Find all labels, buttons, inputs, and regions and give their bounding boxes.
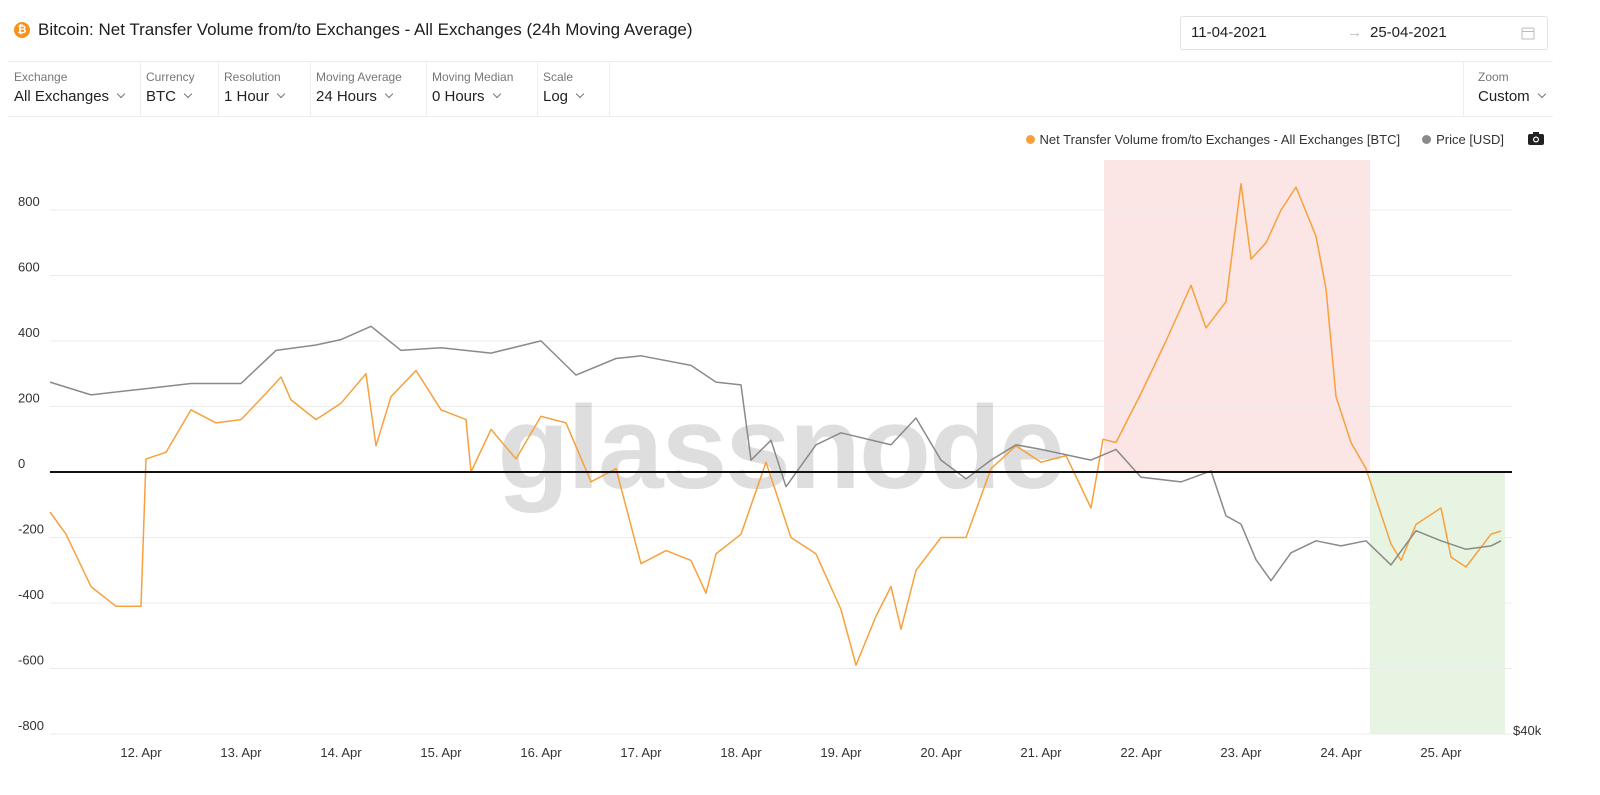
control-value: 0 Hours: [432, 88, 500, 105]
y-tick-label: 200: [18, 391, 40, 406]
x-tick-label: 19. Apr: [820, 745, 862, 760]
control[interactable]: Moving Median 0 Hours: [426, 62, 538, 116]
legend-label: Price [USD]: [1436, 132, 1504, 147]
control-value: Log: [543, 88, 583, 105]
control-label: Exchange: [14, 70, 68, 84]
x-tick-label: 17. Apr: [620, 745, 662, 760]
y-tick-label: 800: [18, 194, 40, 209]
x-tick-label: 24. Apr: [1320, 745, 1362, 760]
control-value: BTC: [146, 88, 191, 105]
control-label: Moving Median: [432, 70, 514, 84]
zoom-control[interactable]: Zoom Custom: [1463, 62, 1554, 116]
legend-swatch: [1422, 135, 1432, 144]
legend-item[interactable]: Price [USD]: [1422, 132, 1504, 147]
arrow: →: [1347, 24, 1362, 41]
control-value: 24 Hours: [316, 88, 392, 105]
x-tick-label: 20. Apr: [920, 745, 962, 760]
control-label: Zoom: [1478, 70, 1509, 84]
chart-title: Bitcoin: Net Transfer Volume from/to Exc…: [38, 20, 693, 39]
x-tick-label: 22. Apr: [1120, 745, 1162, 760]
date-range[interactable]: 11-04-2021 → 25-04-2021: [1180, 16, 1548, 50]
x-tick-label: 16. Apr: [520, 745, 562, 760]
date-from[interactable]: 11-04-2021: [1191, 24, 1267, 41]
controls: Exchange All Exchanges Currency BTC Resoluti…: [8, 61, 1553, 117]
y-tick-label: -800: [18, 718, 44, 733]
legend-label: Net Transfer Volume from/to Exchanges - …: [1039, 132, 1401, 147]
control[interactable]: Currency BTC: [140, 62, 219, 116]
y-tick-label: 600: [18, 260, 40, 275]
control[interactable]: Scale Log: [537, 62, 610, 116]
x-tick-label: 14. Apr: [320, 745, 362, 760]
x-tick-label: 23. Apr: [1220, 745, 1262, 760]
calendar-icon: [1521, 27, 1535, 40]
y-tick-label: 0: [18, 456, 25, 471]
legend-item[interactable]: Net Transfer Volume from/to Exchanges - …: [1025, 132, 1401, 147]
x-tick-label: 15. Apr: [420, 745, 462, 760]
x-tick-label: 13. Apr: [220, 745, 262, 760]
y2-tick-label: $40k: [1513, 723, 1542, 738]
series-line: [49, 183, 1502, 666]
coin-icon: ₿: [14, 22, 30, 38]
x-tick-label: 12. Apr: [120, 745, 162, 760]
camera-icon[interactable]: [1527, 131, 1545, 146]
control-label: Currency: [146, 70, 195, 84]
y-tick-label: -600: [18, 653, 44, 668]
control-label: Resolution: [224, 70, 281, 84]
date-to[interactable]: 25-04-2021: [1370, 24, 1447, 41]
highlight-band: [1104, 159, 1370, 472]
y-tick-label: -200: [18, 522, 44, 537]
y-tick-label: 400: [18, 325, 40, 340]
series-line: [49, 325, 1502, 582]
x-tick-label: 18. Apr: [720, 745, 762, 760]
header: ₿ Bitcoin: Net Transfer Volume from/to E…: [14, 20, 693, 40]
legend-swatch: [1025, 135, 1035, 144]
control[interactable]: Resolution 1 Hour: [218, 62, 311, 116]
control-label: Moving Average: [316, 70, 402, 84]
x-tick-label: 21. Apr: [1020, 745, 1062, 760]
control-value: Custom: [1478, 88, 1545, 105]
y-tick-label: -400: [18, 587, 44, 602]
control-label: Scale: [543, 70, 574, 84]
control-value: 1 Hour: [224, 88, 284, 105]
control-value: All Exchanges: [14, 88, 124, 105]
legend: Net Transfer Volume from/to Exchanges - …: [1025, 132, 1504, 147]
control[interactable]: Moving Average 24 Hours: [310, 62, 427, 116]
control[interactable]: Exchange All Exchanges: [8, 62, 141, 116]
watermark: glassnode: [497, 382, 1063, 514]
x-tick-label: 25. Apr: [1420, 745, 1462, 760]
